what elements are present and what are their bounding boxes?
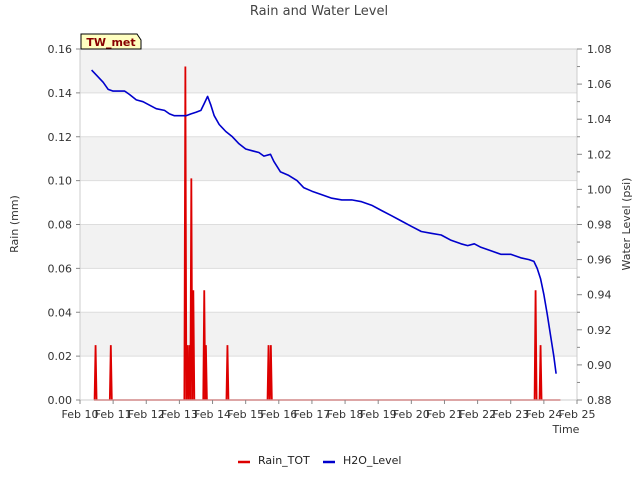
y-axis-left-ticks: 0.00 0.02 0.04 0.06 0.08 0.10 0.12 0.14 0.16 <box>48 43 80 407</box>
x-tick-label: Feb 10 <box>62 408 99 421</box>
plot-band <box>80 49 577 93</box>
x-tick-label: Feb 22 <box>459 408 496 421</box>
y-axis-right-label: Water Level (psi) <box>620 178 633 271</box>
y-right-tick-label: 1.08 <box>587 43 612 56</box>
station-badge: TW_met <box>80 33 142 50</box>
x-tick-label: Feb 18 <box>327 408 364 421</box>
plot-band <box>80 136 577 181</box>
y-right-tick-label: 0.96 <box>587 254 612 267</box>
y-axis-right-ticks: 0.88 0.90 0.92 0.94 0.96 0.98 1.00 1.02 1.04 1.06… <box>577 43 612 407</box>
y-right-tick-label: 0.88 <box>587 394 612 407</box>
x-axis-label: Time <box>552 423 580 436</box>
y-right-tick-label: 0.92 <box>587 324 612 337</box>
plot-band <box>80 224 577 269</box>
y-right-tick-label: 1.06 <box>587 78 612 91</box>
x-tick-label: Feb 16 <box>260 408 297 421</box>
chart-title: Rain and Water Level <box>250 4 388 19</box>
x-tick-label: Feb 19 <box>360 408 397 421</box>
rain-spike <box>268 345 273 401</box>
legend-water-label: H2O_Level <box>343 454 401 467</box>
y-left-tick-label: 0.02 <box>48 350 73 363</box>
legend: Rain_TOT H2O_Level <box>238 454 401 467</box>
water-level-line <box>91 69 557 374</box>
x-tick-label: Feb 12 <box>128 408 165 421</box>
y-axis-left-label: Rain (mm) <box>8 195 21 253</box>
plot-band <box>80 92 577 137</box>
y-right-tick-label: 0.98 <box>587 219 612 232</box>
x-tick-label: Feb 21 <box>426 408 463 421</box>
y-left-tick-label: 0.04 <box>48 306 73 319</box>
rain-spike <box>538 345 543 401</box>
x-tick-label: Feb 23 <box>492 408 529 421</box>
y-left-tick-label: 0.14 <box>48 87 73 100</box>
y-left-tick-label: 0.08 <box>48 219 73 232</box>
x-tick-label: Feb 25 <box>559 408 596 421</box>
x-tick-label: Feb 13 <box>161 408 198 421</box>
plot-band <box>80 312 577 357</box>
y-left-tick-label: 0.16 <box>48 43 73 56</box>
y-left-tick-label: 0.06 <box>48 262 73 275</box>
x-tick-label: Feb 11 <box>95 408 132 421</box>
plot-band <box>80 180 577 225</box>
plot-band <box>80 356 577 400</box>
x-tick-label: Feb 17 <box>293 408 330 421</box>
x-tick-label: Feb 15 <box>227 408 264 421</box>
x-tick-label: Feb 14 <box>194 408 231 421</box>
rain-spike <box>191 290 196 401</box>
y-left-tick-label: 0.12 <box>48 131 73 144</box>
y-right-tick-label: 1.02 <box>587 148 612 161</box>
y-right-tick-label: 1.04 <box>587 113 612 126</box>
y-left-tick-label: 0.00 <box>48 394 73 407</box>
water-level-series <box>91 69 557 374</box>
y-right-tick-label: 1.00 <box>587 183 612 196</box>
y-right-tick-label: 0.94 <box>587 289 612 302</box>
rain-spike <box>93 345 98 401</box>
rain-spike <box>204 345 208 401</box>
rain-spike <box>266 345 271 401</box>
rain-spike <box>533 290 538 401</box>
y-right-tick-label: 0.90 <box>587 359 612 372</box>
plot-bands <box>80 49 577 400</box>
rain-spike <box>108 345 113 401</box>
x-tick-label: Feb 20 <box>393 408 430 421</box>
plot-band <box>80 268 577 313</box>
rain-spike <box>225 345 230 401</box>
rain-spike <box>189 178 194 401</box>
legend-rain-label: Rain_TOT <box>258 454 310 467</box>
rain-spike <box>183 66 188 401</box>
x-tick-label: Feb 24 <box>525 408 562 421</box>
y-left-tick-label: 0.10 <box>48 175 73 188</box>
station-badge-label: TW_met <box>86 36 135 49</box>
